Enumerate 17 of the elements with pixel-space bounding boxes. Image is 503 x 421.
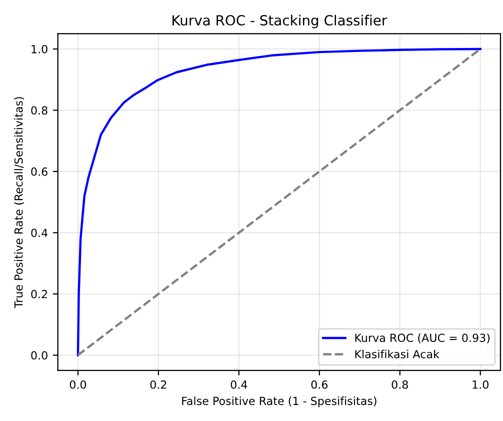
y-tick-label: 0.4: [31, 228, 48, 238]
x-tick-label: 0.8: [392, 380, 408, 389]
legend-label: Kurva ROC (AUC = 0.93): [355, 333, 490, 344]
x-tick-label: 0.2: [150, 380, 166, 389]
y-tick-label: 0.6: [31, 167, 48, 176]
x-axis-title: False Positive Rate (1 - Spesifisitas): [182, 396, 376, 408]
x-tick-label: 0.6: [311, 380, 328, 389]
y-axis-title: True Positive Rate (Recall/Sensitivitas): [14, 97, 24, 308]
x-tick-label: 1.0: [472, 380, 488, 389]
y-tick-label: 1.0: [32, 44, 48, 54]
legend-label: Klasifikasi Acak: [355, 350, 440, 358]
x-tick-label: 0.0: [70, 380, 86, 389]
y-tick-label: 0.2: [31, 290, 48, 298]
y-tick-label: 0.0: [31, 351, 48, 360]
chart-title: Kurva ROC - Stacking Classifier: [172, 14, 388, 28]
y-tick-label: 0.8: [31, 106, 48, 115]
x-tick-label: 0.4: [230, 380, 248, 389]
